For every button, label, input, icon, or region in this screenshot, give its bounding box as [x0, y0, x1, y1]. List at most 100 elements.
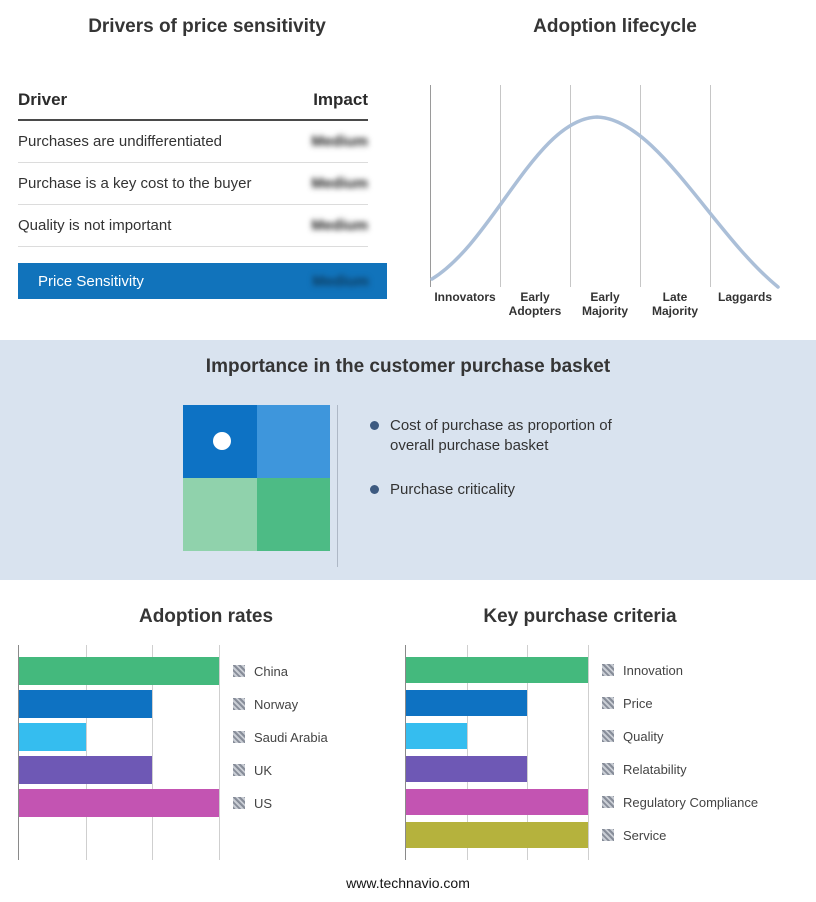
- gridline: [527, 645, 529, 860]
- legend-marker-icon: [233, 731, 245, 743]
- gridline: [152, 645, 154, 860]
- quadrant-bottom-right: [257, 478, 330, 551]
- stage-label: Innovators: [434, 290, 496, 304]
- position-dot: [213, 432, 231, 450]
- legend-item: Price: [602, 690, 758, 716]
- legend-item: Relatability: [602, 756, 758, 782]
- gridline: [219, 645, 220, 860]
- legend-marker-icon: [602, 664, 614, 676]
- stage-label: Laggards: [717, 290, 772, 304]
- bullet-icon: [370, 484, 379, 494]
- legend-marker-icon: [602, 829, 614, 841]
- lifecycle-title: Adoption lifecycle: [533, 16, 697, 37]
- bar-service: [406, 822, 588, 848]
- y-axis-line: [430, 85, 431, 287]
- key-purchase-criteria-title: Key purchase criteria: [483, 606, 677, 627]
- column-header-impact: Impact: [313, 90, 368, 109]
- bullet-icon: [370, 421, 379, 430]
- legend-label: US: [254, 795, 273, 811]
- legend-item: UK: [233, 756, 328, 784]
- basket-bullets: Cost of purchase as proportion of overal…: [370, 416, 638, 524]
- gridline: [588, 645, 589, 860]
- legend-marker-icon: [602, 697, 614, 709]
- bar-regulatory-compliance: [406, 789, 588, 815]
- bar-innovation: [406, 657, 588, 683]
- table-row: Quality is not important Medium: [18, 205, 368, 247]
- impact-value-redacted: Medium: [311, 217, 368, 234]
- footer-url: www.technavio.com: [346, 875, 470, 891]
- price-sensitivity-label: Price Sensitivity: [38, 272, 144, 290]
- legend-item: US: [233, 789, 328, 817]
- legend-marker-icon: [233, 797, 245, 809]
- legend-label: Quality: [623, 728, 664, 744]
- table-row: Purchases are undifferentiated Medium: [18, 121, 368, 163]
- quadrant-bottom-left: [183, 478, 257, 551]
- legend-label: China: [254, 663, 288, 679]
- stage-label: Early Adopters: [508, 290, 562, 318]
- bar-us: [19, 789, 219, 817]
- legend-marker-icon: [233, 698, 245, 710]
- adoption-lifecycle-chart: Innovators Early Adopters Early Majority…: [430, 85, 780, 318]
- bar-uk: [19, 756, 153, 784]
- drivers-table-header: Driver Impact: [18, 90, 368, 121]
- driver-label: Purchases are undifferentiated: [18, 133, 223, 150]
- impact-value-redacted: Medium: [312, 272, 369, 290]
- bar-norway: [19, 690, 153, 718]
- price-sensitivity-row: Price Sensitivity Medium: [18, 263, 387, 299]
- legend-item: Service: [602, 822, 758, 848]
- legend-item: Quality: [602, 723, 758, 749]
- legend-label: Norway: [254, 696, 299, 712]
- legend-marker-icon: [602, 730, 614, 742]
- bar-china: [19, 657, 219, 685]
- list-item: Purchase criticality: [370, 480, 638, 500]
- legend-label: Saudi Arabia: [254, 729, 328, 745]
- legend-item: Norway: [233, 690, 328, 718]
- bar-saudi-arabia: [19, 723, 86, 751]
- key-purchase-criteria-legend: Innovation Price Quality Relatability Regula…: [602, 645, 758, 848]
- legend-label: UK: [254, 762, 273, 778]
- purchase-basket-quadrant: [183, 405, 330, 551]
- bar-relatability: [406, 756, 528, 782]
- drivers-title: Drivers of price sensitivity: [88, 16, 326, 37]
- legend-item: Saudi Arabia: [233, 723, 328, 751]
- gridline: [640, 85, 641, 287]
- legend-marker-icon: [602, 763, 614, 775]
- adoption-rates-legend: China Norway Saudi Arabia UK US: [233, 645, 328, 817]
- bar-quality: [406, 723, 467, 749]
- gridline: [710, 85, 711, 287]
- stage-labels: Innovators Early Adopters Early Majority…: [430, 290, 780, 319]
- adoption-rates-title: Adoption rates: [138, 606, 274, 627]
- quadrant-top-right: [257, 405, 330, 478]
- basket-title: Importance in the customer purchase bask…: [205, 356, 611, 377]
- drivers-table: Driver Impact Purchases are undifferenti…: [18, 90, 387, 299]
- impact-value-redacted: Medium: [311, 133, 368, 150]
- quadrant-axis-line: [337, 405, 338, 567]
- bar-price: [406, 690, 528, 716]
- legend-label: Relatability: [623, 761, 687, 777]
- adoption-rates-chart: [18, 645, 220, 860]
- stage-label: Late Majority: [651, 290, 698, 318]
- driver-label: Purchase is a key cost to the buyer: [18, 175, 252, 192]
- gridline: [500, 85, 501, 287]
- legend-item: Innovation: [602, 657, 758, 683]
- key-purchase-criteria-chart: [405, 645, 589, 860]
- driver-label: Quality is not important: [18, 217, 172, 234]
- legend-marker-icon: [602, 796, 614, 808]
- impact-value-redacted: Medium: [311, 175, 368, 192]
- legend-label: Price: [623, 695, 653, 711]
- legend-label: Innovation: [623, 662, 683, 678]
- bell-curve: [430, 115, 780, 289]
- gridline: [466, 645, 468, 860]
- table-row: Purchase is a key cost to the buyer Medi…: [18, 163, 368, 205]
- stage-label: Early Majority: [581, 290, 628, 318]
- quadrant-top-left: [183, 405, 257, 478]
- legend-label: Regulatory Compliance: [623, 794, 759, 810]
- legend-marker-icon: [233, 665, 245, 677]
- purchase-basket-band: [0, 340, 816, 580]
- legend-item: Regulatory Compliance: [602, 789, 758, 815]
- list-item: Cost of purchase as proportion of overal…: [370, 416, 638, 456]
- legend-item: China: [233, 657, 328, 685]
- gridline: [85, 645, 87, 860]
- bullet-text: Purchase criticality: [390, 480, 516, 498]
